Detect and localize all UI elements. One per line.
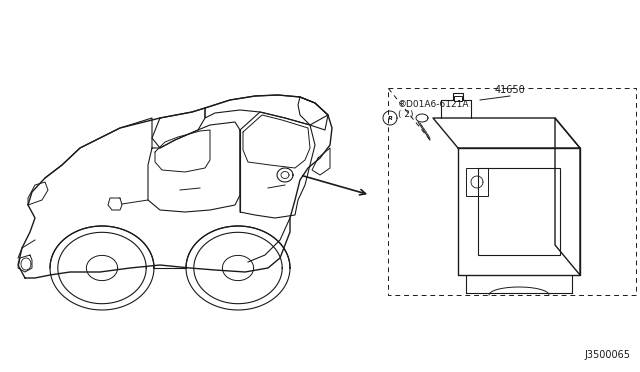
Text: ®D01A6-6121A
( 2): ®D01A6-6121A ( 2) — [398, 100, 470, 119]
Text: R: R — [388, 115, 392, 121]
Text: J3500065: J3500065 — [584, 350, 630, 360]
Bar — [454, 96, 462, 101]
Bar — [388, 88, 636, 295]
Bar — [466, 168, 488, 196]
Text: 41650: 41650 — [495, 85, 525, 95]
Bar — [478, 168, 560, 255]
